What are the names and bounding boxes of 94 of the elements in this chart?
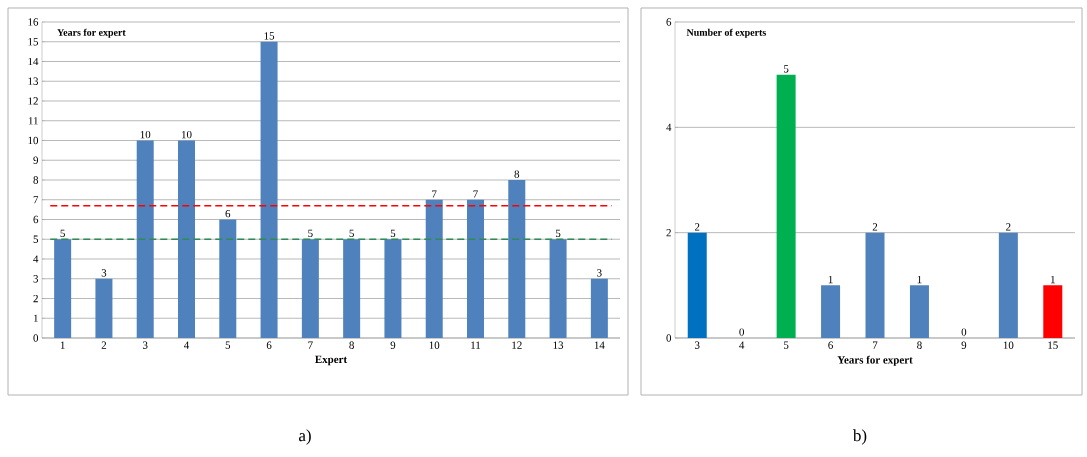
x-tick-label: 3 [695,341,700,349]
y-tick-label: 15 [28,38,39,46]
x-tick-label: 4 [739,341,745,349]
text: a) [299,429,311,445]
data-label: 1 [917,275,922,284]
text: b) [852,429,867,445]
y-tick-label: 16 [28,18,39,26]
data-label: 2 [1006,223,1011,231]
data-label: 10 [140,130,151,139]
data-label: 10 [181,130,192,139]
x-tick-label: 10 [1003,341,1014,349]
bar [54,239,72,338]
data-label: 5 [349,229,354,238]
x-tick-label: 6 [266,341,272,349]
bar [821,285,841,338]
data-label: 5 [555,229,561,238]
bar [909,285,929,338]
y-axis-title: Years for expert [57,28,126,38]
y-tick-label: 2 [666,229,671,237]
data-label: 2 [694,223,700,231]
bar [136,140,154,338]
bar [998,232,1018,338]
y-tick-label: 13 [28,77,39,85]
x-tick-label: 8 [917,341,922,349]
bar [865,232,885,338]
x-tick-label: 13 [553,341,564,349]
data-label: 15 [264,32,275,40]
data-label: 7 [473,190,478,198]
x-tick-label: 3 [143,341,148,349]
y-tick-label: 11 [28,117,38,125]
y-axis-title: Number of experts [686,28,766,38]
x-axis-title: Years for expert [837,355,913,366]
data-label: 5 [784,65,789,73]
bar [687,232,707,338]
bar [776,74,796,338]
data-label: 8 [514,170,520,178]
x-tick-label: 8 [349,341,354,349]
data-label: 6 [225,209,231,218]
data-label: 5 [308,229,313,238]
x-tick-label: 4 [183,341,190,349]
x-tick-label: 6 [828,341,833,349]
x-tick-label: 10 [429,341,440,349]
x-tick-label: 11 [471,341,481,349]
y-tick-label: 4 [33,255,39,263]
x-tick-label: 5 [225,341,231,349]
x-tick-label: 5 [784,341,789,349]
x-tick-label: 12 [512,341,522,349]
x-tick-label: 15 [1048,341,1058,349]
x-tick-label: 1 [60,341,65,349]
y-tick-label: 2 [33,294,38,303]
data-label: 0 [961,328,967,336]
y-tick-label: 10 [28,136,39,145]
data-label: 3 [597,269,602,277]
y-tick-label: 5 [33,235,39,243]
bar [219,219,237,338]
data-label: 5 [60,229,65,238]
bar [343,239,361,338]
bar [590,278,608,338]
data-label: 7 [432,190,437,198]
x-tick-label: 2 [101,341,107,349]
bar [178,140,195,338]
x-axis-title: Expert [315,355,348,366]
bar [95,278,113,338]
data-label: 1 [1051,275,1055,284]
x-tick-label: 14 [594,341,605,349]
bar [1043,285,1063,338]
y-tick-label: 0 [33,334,39,342]
data-label: 5 [390,229,396,238]
x-tick-label: 7 [308,341,313,349]
bar [508,180,526,338]
y-tick-label: 9 [33,156,39,164]
bar [260,41,278,338]
data-label: 0 [739,328,744,336]
y-tick-label: 1 [33,314,38,322]
bar [549,239,567,338]
y-tick-label: 4 [666,123,672,131]
bar [301,239,319,338]
y-tick-label: 8 [33,176,39,184]
x-tick-label: 9 [961,341,967,349]
bar [425,199,443,338]
y-tick-label: 0 [666,334,672,342]
data-label: 1 [828,275,833,284]
x-tick-label: 7 [872,341,878,349]
y-tick-label: 14 [28,57,39,66]
y-tick-label: 6 [33,215,39,224]
y-tick-label: 7 [33,196,39,204]
data-label: 3 [101,269,107,277]
x-tick-label: 9 [390,341,396,349]
bar [384,239,402,338]
y-tick-label: 12 [28,97,38,105]
bar [467,199,484,338]
y-tick-label: 3 [33,275,39,283]
data-label: 2 [872,223,878,231]
y-tick-label: 6 [666,18,672,26]
